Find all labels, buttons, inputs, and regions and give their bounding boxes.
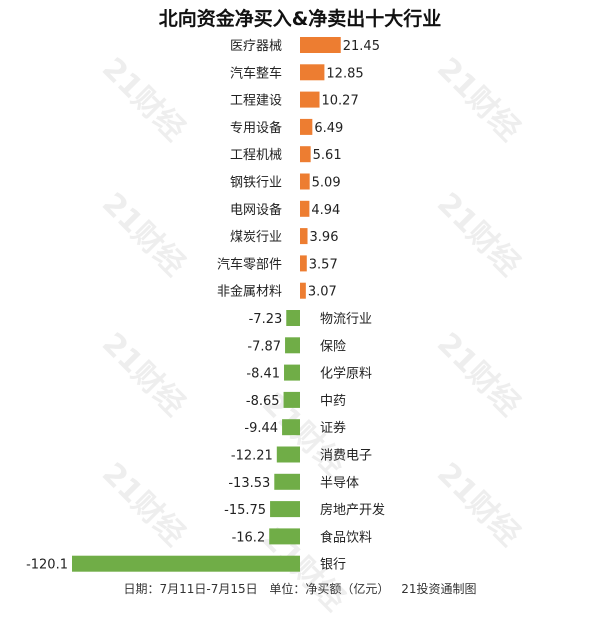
bar-negative bbox=[72, 555, 300, 572]
value-label: -13.53 bbox=[228, 476, 270, 491]
bar-positive bbox=[300, 91, 320, 108]
category-label: 中药 bbox=[320, 394, 346, 409]
bar-negative bbox=[283, 391, 300, 408]
category-label: 煤炭行业 bbox=[230, 230, 282, 245]
category-label: 电网设备 bbox=[230, 202, 282, 218]
value-label: -7.87 bbox=[247, 339, 281, 354]
value-label: 4.94 bbox=[311, 203, 340, 218]
bar-positive bbox=[300, 37, 341, 53]
value-label: -9.44 bbox=[244, 421, 278, 436]
category-label: 半导体 bbox=[320, 476, 359, 491]
bar-negative bbox=[270, 501, 300, 518]
category-label: 专用设备 bbox=[230, 120, 282, 136]
bar-negative bbox=[276, 446, 300, 463]
footer-date: 日期：7月11日-7月15日 bbox=[123, 582, 258, 596]
value-label: 5.61 bbox=[313, 148, 342, 163]
category-label: 工程建设 bbox=[230, 94, 282, 109]
bar-negative bbox=[274, 473, 300, 490]
footer-unit: 单位：净买额（亿元） bbox=[269, 582, 390, 596]
category-label: 化学原料 bbox=[320, 366, 372, 382]
value-label: 10.27 bbox=[322, 94, 359, 109]
category-label: 银行 bbox=[320, 558, 346, 573]
value-label: -120.1 bbox=[26, 558, 68, 573]
bar-positive bbox=[300, 255, 307, 272]
bar-negative bbox=[285, 337, 300, 354]
bar-chart: 医疗器械 21.45 汽车整车 12.85 工程建设 10.27 专用设备 6.49 工程机械 5… bbox=[26, 37, 385, 573]
value-label: 12.85 bbox=[326, 66, 363, 81]
category-label: 保险 bbox=[320, 339, 346, 354]
bar-positive bbox=[300, 200, 310, 217]
value-label: 3.07 bbox=[308, 285, 337, 300]
value-label: 6.49 bbox=[314, 121, 343, 136]
chart-container: 北向资金净买入&净卖出十大行业 21财经 21财经 21财经 21财经 21财经 21财经… bbox=[0, 8, 600, 618]
value-label: 3.57 bbox=[309, 257, 338, 272]
bar-negative bbox=[269, 528, 300, 545]
value-label: -8.41 bbox=[246, 367, 280, 382]
value-label: -8.65 bbox=[246, 394, 280, 409]
value-label: 5.09 bbox=[312, 176, 341, 191]
bar-positive bbox=[300, 228, 308, 245]
value-label: 3.96 bbox=[310, 230, 339, 245]
category-label: 证券 bbox=[320, 420, 346, 436]
bar-positive bbox=[300, 282, 306, 299]
value-label: -16.2 bbox=[232, 530, 266, 545]
footer-source: 21投资通制图 bbox=[401, 582, 477, 596]
bar-positive bbox=[300, 146, 311, 163]
value-label: 21.45 bbox=[343, 39, 380, 54]
category-label: 消费电子 bbox=[320, 449, 372, 464]
category-label: 食品饮料 bbox=[320, 529, 372, 545]
category-label: 医疗器械 bbox=[230, 39, 282, 54]
bar-negative bbox=[282, 419, 300, 436]
value-label: -12.21 bbox=[231, 449, 273, 464]
category-label: 房地产开发 bbox=[320, 502, 385, 518]
bar-positive bbox=[300, 173, 310, 190]
category-label: 汽车零部件 bbox=[217, 256, 282, 272]
bar-positive bbox=[300, 64, 325, 81]
chart-title: 北向资金净买入&净卖出十大行业 bbox=[158, 8, 442, 30]
bar-negative bbox=[284, 364, 300, 381]
category-label: 物流行业 bbox=[320, 312, 372, 327]
bar-positive bbox=[300, 118, 313, 135]
value-label: -15.75 bbox=[224, 503, 266, 518]
category-label: 工程机械 bbox=[230, 148, 282, 163]
value-label: -7.23 bbox=[249, 312, 283, 327]
chart-footer: 日期：7月11日-7月15日 单位：净买额（亿元） 21投资通制图 bbox=[0, 580, 600, 597]
bar-negative bbox=[286, 310, 300, 326]
category-label: 汽车整车 bbox=[230, 65, 282, 81]
category-label: 钢铁行业 bbox=[230, 176, 282, 191]
category-label: 非金属材料 bbox=[217, 284, 282, 300]
